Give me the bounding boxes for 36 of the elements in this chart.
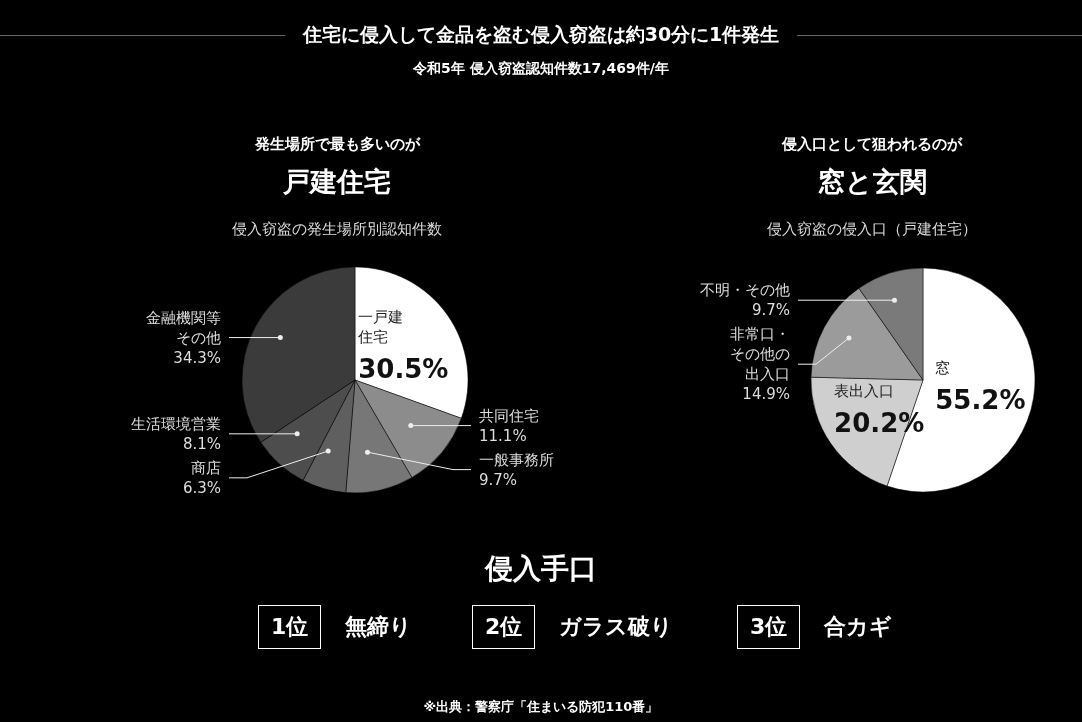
data-label: 9.7% [751,301,790,320]
text: ガラス破り [559,613,674,641]
slice-label: 商店 [191,458,221,477]
text: 2位 [472,605,536,649]
slice-label: 窓 [935,359,951,378]
slice-label: 金融機関等その他 [146,308,221,347]
text: 令和5年 侵入窃盗認知件数17,469件/年 [412,60,670,78]
slice-label: 一般事務所 [479,450,554,469]
text: ※出典：警察庁「住まいる防犯110番」 [423,699,659,714]
text: 発生場所で最も多いのが [253,135,422,154]
chart-subtitle: 侵入窃盗の侵入口（戸建住宅） [766,220,978,239]
text: 住宅に侵入して金品を盗む侵入窃盗は約30分に1件発生 [302,22,780,47]
slice-label: 非常口・その他の出入口 [730,325,790,384]
text: 3位 [737,605,801,649]
chart-subtitle: 侵入窃盗の発生場所別認知件数 [231,220,443,239]
data-label: 6.3% [182,478,221,497]
data-label: 11.1% [479,426,527,445]
slice-label: 共同住宅 [479,406,539,425]
data-label: 14.9% [742,385,790,404]
text: 無締り [345,613,413,641]
slice-label: 不明・その他 [700,281,790,300]
slice-label: 表出入口 [834,382,895,401]
text: 合カギ [824,613,893,641]
slice-label: 生活環境営業 [131,414,221,433]
data-label: 9.7% [479,470,518,489]
data-label: 55.2% [935,385,1026,416]
data-label: 20.2% [834,408,925,439]
text: 侵入手口 [483,551,598,587]
slice-label: 一戸建住宅 [357,307,404,346]
data-label: 34.3% [173,348,221,367]
chart-title: 戸建住宅 [282,165,392,199]
text: 侵入口として狙われるのが [780,135,964,154]
data-label: 8.1% [182,434,221,453]
chart-title: 窓と玄関 [816,165,928,199]
text: 1位 [258,605,322,649]
data-label: 30.5% [358,353,449,384]
